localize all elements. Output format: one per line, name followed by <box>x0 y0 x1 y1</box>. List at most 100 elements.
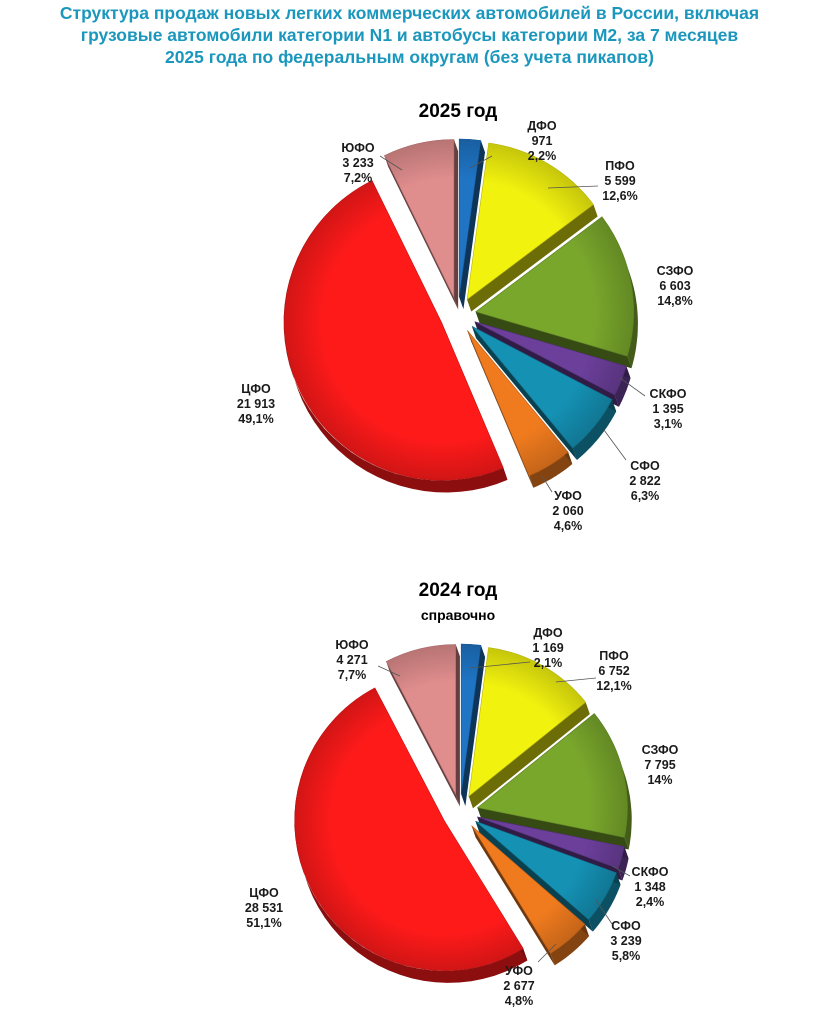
slice-label-pct: 2,1% <box>534 656 563 670</box>
slice-label-name: СФО <box>630 459 660 473</box>
slice-label-name: ДФО <box>527 119 556 133</box>
slice-label-name: ДФО <box>533 626 562 640</box>
slice-side-3 <box>594 713 632 850</box>
leader-line-ПФО <box>555 677 597 683</box>
slice-label-pct: 3,1% <box>654 417 683 431</box>
chart-title: 2024 год <box>419 580 498 601</box>
slice-label-name: ЦФО <box>241 382 271 396</box>
slice-label-value: 2 677 <box>503 979 534 993</box>
pie-slice-СФО <box>475 820 617 921</box>
slice-label-name: ЮФО <box>341 141 375 155</box>
leader-line-СФО <box>595 899 613 925</box>
slice-label-name: СЗФО <box>642 743 679 757</box>
slice-edge-2-1 <box>467 204 598 312</box>
slice-edge-8-0 <box>386 661 460 807</box>
leader-line-УФО <box>541 475 553 493</box>
pie-slice-ДФО <box>460 643 482 795</box>
slice-label-pct: 49,1% <box>238 412 273 426</box>
slice-label-value: 6 603 <box>659 279 690 293</box>
slice-edge-1-1 <box>461 645 486 807</box>
slice-edge-1-1 <box>459 140 485 310</box>
slice-label-value: 6 752 <box>598 664 629 678</box>
slice-label-value: 1 348 <box>634 880 665 894</box>
slice-label-value: 1 169 <box>532 641 563 655</box>
pie-slice-ЮФО <box>383 139 455 298</box>
slice-label-value: 7 795 <box>644 758 675 772</box>
slice-label-value: 28 531 <box>245 901 283 915</box>
leader-line-ЮФО <box>377 665 401 677</box>
slice-label-value: 1 395 <box>652 402 683 416</box>
leader-line-УФО <box>537 943 557 963</box>
slice-label-value: 3 239 <box>610 934 641 948</box>
pie-slice-СКФО <box>474 321 627 396</box>
leader-line-СФО <box>603 429 627 461</box>
slice-label-value: 2 822 <box>629 474 660 488</box>
pie-slice-ПФО <box>466 142 594 301</box>
slice-label-value: 3 233 <box>342 156 373 170</box>
slice-edge-2-1 <box>468 702 590 809</box>
slice-label-pct: 7,2% <box>344 171 373 185</box>
slice-label-value: 5 599 <box>604 174 635 188</box>
slice-label-name: ПФО <box>605 159 635 173</box>
page-title: Структура продаж новых легких коммерческ… <box>0 2 819 68</box>
pie-slice-ЦФО <box>294 687 524 971</box>
slice-side-6 <box>550 924 589 966</box>
slice-label-pct: 7,7% <box>338 668 367 682</box>
pie-slice-СЗФО <box>476 713 628 838</box>
slice-label-pct: 51,1% <box>246 916 281 930</box>
slice-side-6 <box>529 452 573 488</box>
leader-line-ДФО <box>469 155 493 169</box>
slice-edge-6-1 <box>471 825 555 966</box>
slice-label-pct: 4,6% <box>554 519 583 533</box>
slice-label-name: СФО <box>611 919 641 933</box>
slice-edge-3-1 <box>477 807 629 850</box>
slice-edge-8-1 <box>453 139 459 310</box>
pie-slice-СКФО <box>477 816 625 869</box>
leader-line-ПФО <box>547 185 599 189</box>
title-line-1: Структура продаж новых легких коммерческ… <box>59 3 760 23</box>
pie-slice-УФО <box>471 825 586 954</box>
pie-slice-СФО <box>471 326 613 449</box>
slice-edge-8-1 <box>455 644 460 807</box>
slice-side-5 <box>588 872 621 932</box>
slice-side-3 <box>602 216 638 369</box>
title-line-2: грузовые автомобили категории N1 и автоб… <box>80 25 739 45</box>
slice-label-pct: 2,4% <box>636 895 665 909</box>
slice-label-name: ПФО <box>599 649 629 663</box>
slice-label-pct: 6,3% <box>631 489 660 503</box>
slice-label-name: СКФО <box>650 387 687 401</box>
pie-slice-СЗФО <box>475 216 634 357</box>
slice-label-name: ЦФО <box>249 886 279 900</box>
title-line-3: 2025 года по федеральным округам (без уч… <box>164 47 655 67</box>
slice-label-pct: 12,1% <box>596 679 631 693</box>
slice-label-name: УФО <box>554 489 582 503</box>
slice-label-value: 4 271 <box>336 653 367 667</box>
leader-line-СКФО <box>619 377 646 397</box>
slice-label-pct: 4,8% <box>505 994 534 1008</box>
slice-label-value: 2 060 <box>552 504 583 518</box>
leader-line-ЮФО <box>379 155 403 171</box>
pie-slice-ПФО <box>468 647 587 798</box>
slice-side-5 <box>572 399 617 460</box>
slice-edge-5-1 <box>475 821 593 932</box>
slice-edge-3-1 <box>475 311 632 369</box>
pie-slice-УФО <box>467 330 569 477</box>
leader-line-СКФО <box>611 865 631 877</box>
slice-label-value: 21 913 <box>237 397 275 411</box>
slice-label-pct: 12,6% <box>602 189 637 203</box>
chart-subtitle: справочно <box>421 607 495 623</box>
pie-slice-ЦФО <box>283 180 504 481</box>
slice-label-pct: 2,2% <box>528 149 557 163</box>
slice-label-name: ЮФО <box>335 638 369 652</box>
slice-label-name: СКФО <box>632 865 669 879</box>
slice-edge-8-0 <box>384 155 459 310</box>
slice-label-value: 971 <box>532 134 553 148</box>
chart-title: 2025 год <box>419 101 498 122</box>
slice-label-pct: 14% <box>647 773 672 787</box>
pie-slice-ДФО <box>458 138 482 298</box>
slice-label-pct: 5,8% <box>612 949 641 963</box>
slice-label-name: СЗФО <box>657 264 694 278</box>
pie-slice-ЮФО <box>385 644 456 795</box>
